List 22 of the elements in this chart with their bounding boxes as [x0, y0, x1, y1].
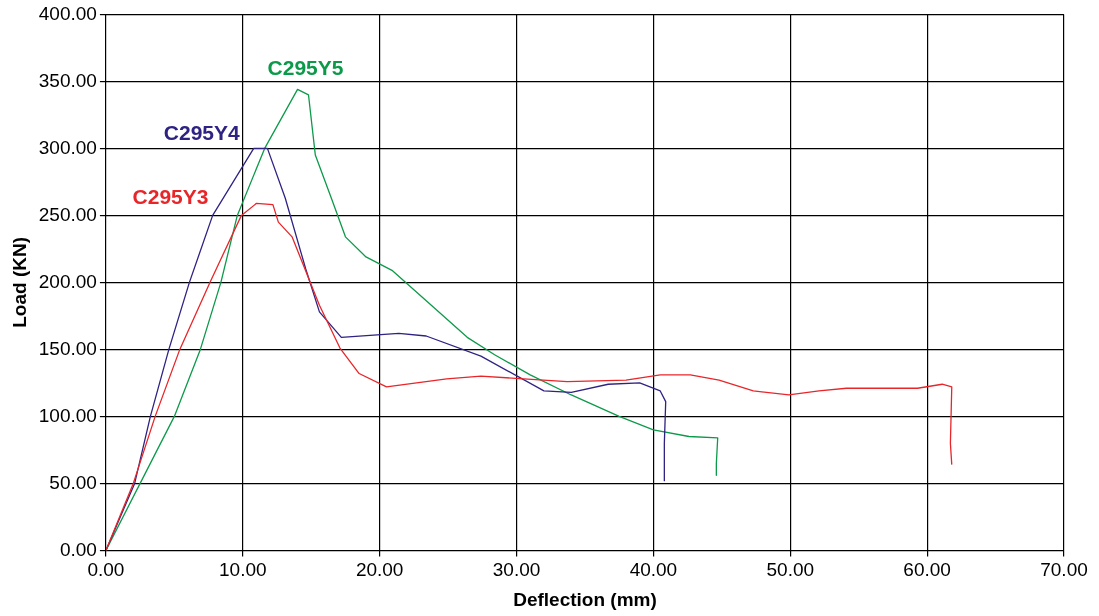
- x-tick-label: 20.00: [355, 559, 404, 581]
- x-tick-label: 0.00: [87, 559, 125, 581]
- series-label: C295Y3: [132, 184, 209, 208]
- y-tick-label: 100.00: [38, 404, 97, 426]
- series-label: C295Y5: [267, 55, 344, 79]
- y-tick-label: 400.00: [38, 2, 97, 24]
- y-tick-label: 200.00: [38, 270, 97, 292]
- y-tick-label: 300.00: [38, 136, 97, 158]
- x-tick-label: 70.00: [1040, 559, 1088, 581]
- x-tick-label: 40.00: [629, 559, 678, 581]
- y-tick-label: 250.00: [38, 203, 97, 225]
- x-axis-title: Deflection (mm): [513, 588, 657, 610]
- y-tick-label: 0.00: [59, 538, 97, 560]
- x-tick-label: 60.00: [903, 559, 951, 581]
- y-tick-label: 50.00: [49, 471, 97, 493]
- y-tick-label: 150.00: [38, 337, 97, 359]
- series-label: C295Y4: [163, 120, 241, 144]
- x-tick-label: 10.00: [219, 559, 267, 581]
- y-axis-title: Load (KN): [8, 237, 30, 328]
- x-tick-label: 50.00: [766, 559, 815, 581]
- y-tick-label: 350.00: [38, 69, 97, 91]
- x-tick-label: 30.00: [492, 559, 541, 581]
